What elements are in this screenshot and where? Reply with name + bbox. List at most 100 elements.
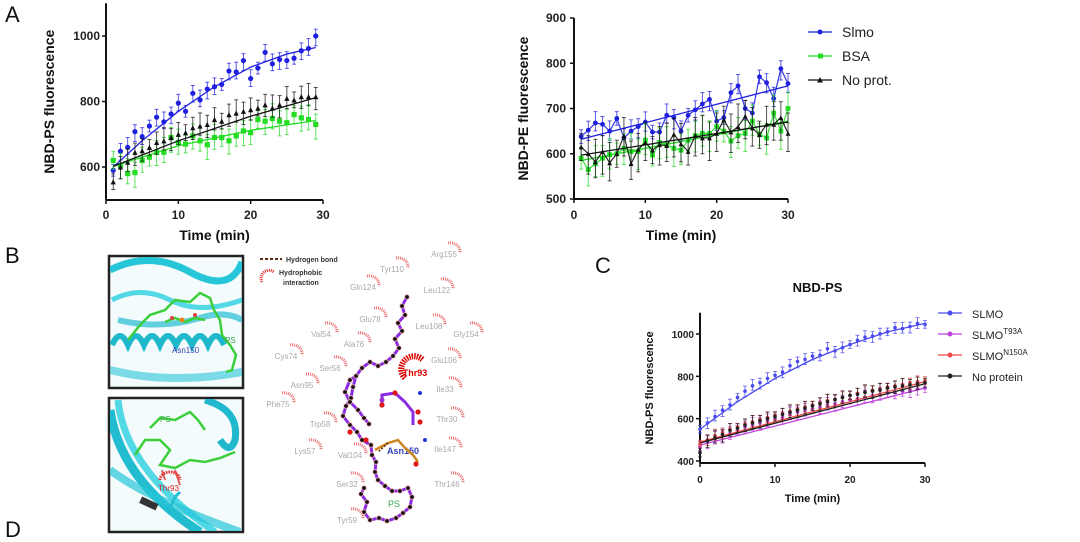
hydrophobic-arc-icon (353, 442, 368, 455)
data-point (226, 112, 232, 118)
data-point (219, 118, 225, 124)
data-point (125, 170, 131, 177)
data-point (698, 427, 702, 432)
legend-label: SLMOT93A (972, 327, 1023, 342)
data-point (291, 112, 297, 118)
hydrophobic-legend-icon (259, 268, 275, 283)
hydrophobic-arc-icon (440, 277, 455, 290)
data-point (305, 116, 312, 123)
structure-image-top: PS Asn150 (107, 254, 245, 390)
data-point (728, 428, 732, 433)
carbon-atom (402, 312, 408, 318)
y-tick-label: 700 (546, 102, 566, 116)
y-tick-label: 1000 (73, 29, 100, 43)
data-point (262, 49, 268, 55)
thr93-label: Thr93 (403, 368, 428, 378)
data-point (248, 130, 254, 136)
carbon-atom (399, 303, 405, 309)
data-point (900, 326, 905, 331)
data-point (226, 68, 232, 74)
data-point (765, 416, 770, 421)
x-tick-label: 30 (781, 208, 795, 222)
x-tick-label: 20 (844, 475, 856, 486)
data-point (923, 380, 927, 385)
residue-label: Asn95 (291, 381, 314, 390)
panel-label-a: A (5, 2, 20, 27)
data-point (698, 450, 702, 455)
data-point (650, 147, 655, 153)
data-point (262, 102, 268, 108)
asn150-label-top: Asn150 (172, 346, 200, 355)
data-point (893, 385, 897, 389)
panel-label-b: B (5, 243, 20, 268)
data-point (840, 395, 845, 400)
carbon-atom (343, 403, 349, 409)
residue-label: Ile33 (436, 385, 454, 394)
carbon-atom (347, 377, 353, 383)
y-axis-title: NBD-PE fluorescence (515, 36, 531, 180)
legend-item: SLMO (938, 309, 1004, 321)
data-point (810, 354, 815, 359)
legend-item: No protein (938, 372, 1023, 384)
legend-label: No protein (972, 372, 1023, 384)
residue-label: Thr30 (437, 415, 458, 424)
data-point (161, 149, 167, 155)
data-point (803, 357, 807, 362)
data-point (870, 334, 875, 338)
fit-curve (699, 380, 926, 443)
data-point (750, 421, 755, 425)
data-point (818, 353, 822, 357)
carbon-atom (361, 509, 367, 515)
data-point (219, 134, 225, 141)
data-point (855, 338, 860, 343)
series-2 (578, 99, 791, 182)
data-point (650, 129, 655, 135)
chart-title: NBD-PS (793, 280, 843, 295)
carbon-atom (392, 336, 398, 342)
data-point (219, 81, 225, 88)
data-point (713, 435, 717, 440)
data-point (600, 121, 605, 127)
carbon-atom (358, 491, 364, 497)
residue-label: Thr146 (434, 480, 460, 489)
data-point (705, 421, 710, 425)
data-point (713, 414, 717, 419)
hydrophobic-arc-icon (350, 507, 365, 520)
chart-nbd-ps-panel-c: 0 10 20 30 400 600 800 1000 Time (min) NBD-PS flu… (644, 280, 1028, 505)
legend-name: SLMO (972, 330, 1004, 342)
carbon-atom (404, 294, 410, 300)
y-tick-label: 1000 (672, 330, 695, 341)
data-point (878, 388, 882, 392)
carbon-atom (389, 488, 395, 494)
data-point (728, 403, 732, 407)
carbon-atom (383, 359, 389, 365)
data-point (248, 107, 254, 113)
carbon-atom (350, 384, 356, 390)
data-point (614, 116, 620, 121)
carbon-atom (369, 452, 375, 458)
data-point (855, 392, 860, 397)
data-point (132, 149, 138, 155)
data-point (818, 402, 822, 406)
data-point (707, 135, 712, 141)
data-point (795, 359, 800, 364)
data-point (313, 93, 319, 100)
hydrophobic-arc-icon (448, 376, 463, 389)
data-point (593, 120, 598, 126)
data-point (803, 406, 807, 410)
data-point (848, 393, 852, 398)
data-point (291, 55, 297, 61)
data-point (313, 121, 319, 128)
carbon-atom (368, 442, 374, 448)
hydrophobic-arc-icon (450, 406, 465, 419)
oxygen-atom (417, 419, 423, 425)
x-axis-title: Time (min) (646, 227, 717, 243)
legend-item: No prot. (808, 72, 892, 88)
x-tick-label: 10 (172, 208, 186, 222)
data-point (840, 345, 845, 350)
data-point (298, 115, 304, 121)
carbon-atom (399, 328, 405, 334)
data-point (870, 389, 875, 393)
data-point (248, 75, 254, 82)
y-tick-label: 900 (546, 11, 566, 25)
